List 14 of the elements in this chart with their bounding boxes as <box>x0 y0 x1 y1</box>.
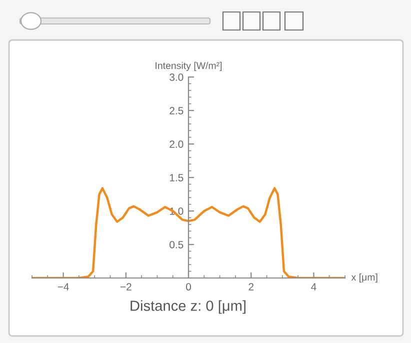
x-tick-label: −2 <box>120 283 132 290</box>
x-tick-label: 2 <box>248 283 254 290</box>
y-axis-title: Intensity [W/m²] <box>156 62 222 71</box>
y-tick-label: 2.5 <box>170 107 184 114</box>
line-series <box>32 187 345 278</box>
x-tick-label: 0 <box>186 283 191 291</box>
y-tick-label: 0.5 <box>170 241 184 248</box>
x-axis-title: x [μm] <box>351 273 378 283</box>
y-tick-label: 1.5 <box>170 174 184 182</box>
y-tick-label: 3.0 <box>170 74 184 81</box>
x-tick-label: −4 <box>58 283 69 290</box>
y-tick-label: 2.0 <box>170 140 184 148</box>
text: Distance z: 0 [μm] <box>130 300 246 314</box>
x-tick-label: 4 <box>311 283 316 290</box>
